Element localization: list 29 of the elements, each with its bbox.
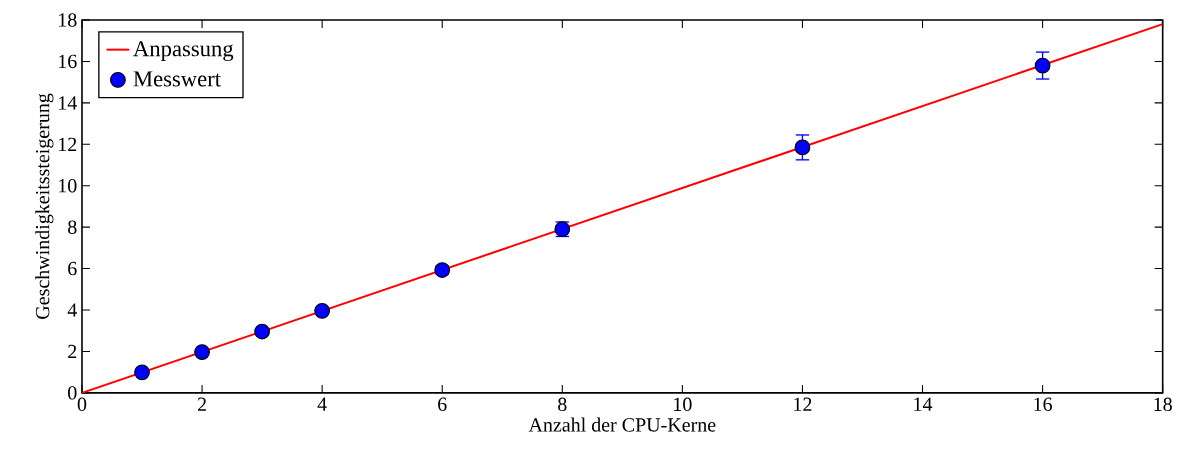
- y-tick-label: 4: [67, 303, 77, 317]
- x-tick-label: 14: [914, 397, 933, 411]
- legend-label: Anpassung: [133, 41, 234, 62]
- y-tick-label: 0: [68, 386, 77, 400]
- y-tick-label: 14: [59, 96, 77, 110]
- x-tick-label: 2: [197, 397, 206, 411]
- x-tick-label: 12: [794, 397, 812, 411]
- x-tick-label: 4: [317, 397, 327, 411]
- y-tick-label: 16: [59, 54, 77, 69]
- x-axis-title: Anzahl der CPU-Kerne: [528, 417, 716, 432]
- y-tick-label: 2: [68, 344, 77, 359]
- y-axis-title: Geschwindigkeitssteigerung: [35, 93, 54, 319]
- point: [1034, 57, 1051, 74]
- y-tick-label: 8: [68, 220, 77, 234]
- point: [194, 344, 210, 360]
- point: [794, 139, 811, 156]
- point: [254, 323, 270, 340]
- y-tick-label: 6: [68, 261, 77, 276]
- y-tick-label: 10: [59, 179, 77, 193]
- x-tick-label: 16: [1034, 397, 1052, 412]
- point: [314, 303, 331, 319]
- x-tick-label: 6: [438, 397, 447, 412]
- point: [134, 364, 150, 381]
- x-tick-label: 10: [674, 397, 692, 412]
- legend-label: Messwert: [133, 71, 221, 87]
- x-tick-label: 8: [558, 397, 567, 412]
- y-tick-label: 18: [59, 13, 77, 27]
- x-tick-label: 18: [1154, 397, 1172, 412]
- y-tick-label: 12: [59, 137, 77, 151]
